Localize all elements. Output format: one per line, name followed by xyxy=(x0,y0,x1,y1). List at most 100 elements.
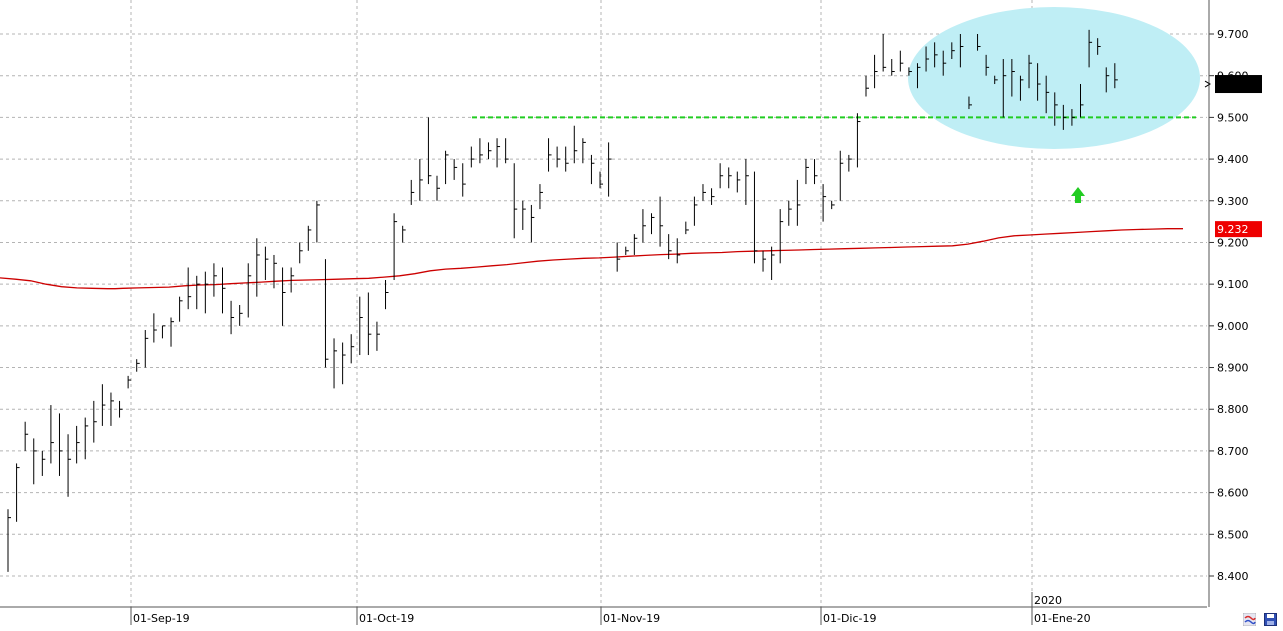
price-bar xyxy=(625,246,629,255)
price-bar xyxy=(719,163,724,189)
settings-icon[interactable] xyxy=(1242,611,1257,627)
y-tick-label: 9.300 xyxy=(1217,195,1249,208)
price-bar xyxy=(316,200,320,243)
price-bar xyxy=(58,413,63,476)
price-bar xyxy=(1028,54,1033,89)
price-bar xyxy=(848,154,852,172)
price-bar xyxy=(959,34,964,68)
year-marker-label: 2020 xyxy=(1034,594,1062,607)
price-bar xyxy=(342,342,346,385)
price-bar xyxy=(496,138,501,168)
y-tick-label: 8.700 xyxy=(1217,445,1249,458)
x-tick-label: 01-Dic-19 xyxy=(823,612,877,625)
price-bar xyxy=(779,209,784,264)
price-bar xyxy=(925,46,930,72)
price-bar xyxy=(376,321,380,351)
save-icon-glyph xyxy=(1264,613,1277,626)
price-bar xyxy=(822,184,827,222)
price-bar xyxy=(548,138,552,172)
price-bar xyxy=(985,54,990,76)
price-bar xyxy=(856,113,861,168)
price-bar xyxy=(1088,29,1093,68)
price-bar xyxy=(385,279,389,310)
price-bar xyxy=(1045,75,1050,114)
price-bar xyxy=(33,438,37,485)
price-bar xyxy=(256,238,260,297)
price-bar xyxy=(1105,67,1110,93)
price-bar xyxy=(1037,63,1041,101)
price-bar xyxy=(1114,63,1118,89)
last-price-label xyxy=(1215,75,1262,94)
price-bar xyxy=(651,213,655,235)
price-bar xyxy=(170,317,175,347)
y-tick-label: 9.000 xyxy=(1217,320,1249,333)
price-bar xyxy=(333,338,338,389)
price-bar xyxy=(462,163,466,197)
annotation-layer xyxy=(472,7,1200,203)
price-bar xyxy=(307,225,312,251)
price-bar xyxy=(393,213,398,280)
price-bar xyxy=(187,267,192,310)
breakout-arrow-icon xyxy=(1071,187,1085,203)
price-bar xyxy=(539,184,543,210)
price-bar xyxy=(1019,75,1024,101)
price-bar xyxy=(522,200,526,230)
price-bar xyxy=(453,159,458,180)
price-bar xyxy=(882,34,887,72)
price-bar xyxy=(693,196,698,226)
price-bar xyxy=(127,375,132,389)
price-bar xyxy=(436,175,440,201)
price-bar xyxy=(324,259,329,368)
settings-icon-glyph xyxy=(1242,612,1257,627)
save-icon[interactable] xyxy=(1264,611,1277,626)
price-bar xyxy=(685,221,689,235)
price-bar xyxy=(273,254,277,289)
price-bar xyxy=(16,463,20,522)
x-tick-label: 01-Oct-19 xyxy=(359,612,414,625)
price-bar xyxy=(50,405,54,464)
price-bar xyxy=(230,300,235,335)
y-tick-label: 8.900 xyxy=(1217,362,1249,375)
price-bar xyxy=(247,263,252,318)
price-bar xyxy=(505,138,509,164)
price-bar xyxy=(676,238,681,264)
price-bar xyxy=(831,200,835,210)
price-bar xyxy=(934,42,938,68)
price-bar xyxy=(179,296,183,322)
price-bar xyxy=(642,209,646,243)
price-bar xyxy=(76,425,80,464)
x-tick-label: 01-Nov-19 xyxy=(603,612,660,625)
price-bar xyxy=(84,417,89,460)
price-bar xyxy=(530,204,535,243)
moving-average-layer xyxy=(0,228,1183,290)
price-labels-layer: 9.232 xyxy=(1204,75,1262,238)
y-tick-label: 8.400 xyxy=(1217,570,1249,583)
price-bar xyxy=(916,63,921,89)
price-bar xyxy=(839,150,844,201)
price-bar xyxy=(874,54,878,89)
price-bar xyxy=(110,392,114,426)
price-bar xyxy=(136,359,140,372)
grid-lines xyxy=(0,0,1207,607)
price-bar xyxy=(659,196,664,247)
price-bar xyxy=(282,267,286,326)
price-bar xyxy=(573,125,578,164)
y-tick-label: 9.500 xyxy=(1217,111,1249,124)
price-bar xyxy=(702,184,706,201)
price-bar xyxy=(67,434,72,497)
price-bar xyxy=(977,34,981,51)
price-bar xyxy=(487,142,492,160)
price-bar xyxy=(24,421,29,451)
price-bar xyxy=(753,171,758,264)
price-bar xyxy=(796,179,801,226)
y-tick-label: 8.800 xyxy=(1217,403,1249,416)
price-bar xyxy=(470,146,475,168)
price-bar xyxy=(350,334,355,364)
price-bar xyxy=(599,171,604,189)
price-bar xyxy=(367,292,372,356)
price-bar xyxy=(101,384,106,426)
axes-layer: 9.7009.6009.5009.4009.3009.2009.1009.000… xyxy=(0,0,1249,625)
price-bar xyxy=(668,234,672,260)
